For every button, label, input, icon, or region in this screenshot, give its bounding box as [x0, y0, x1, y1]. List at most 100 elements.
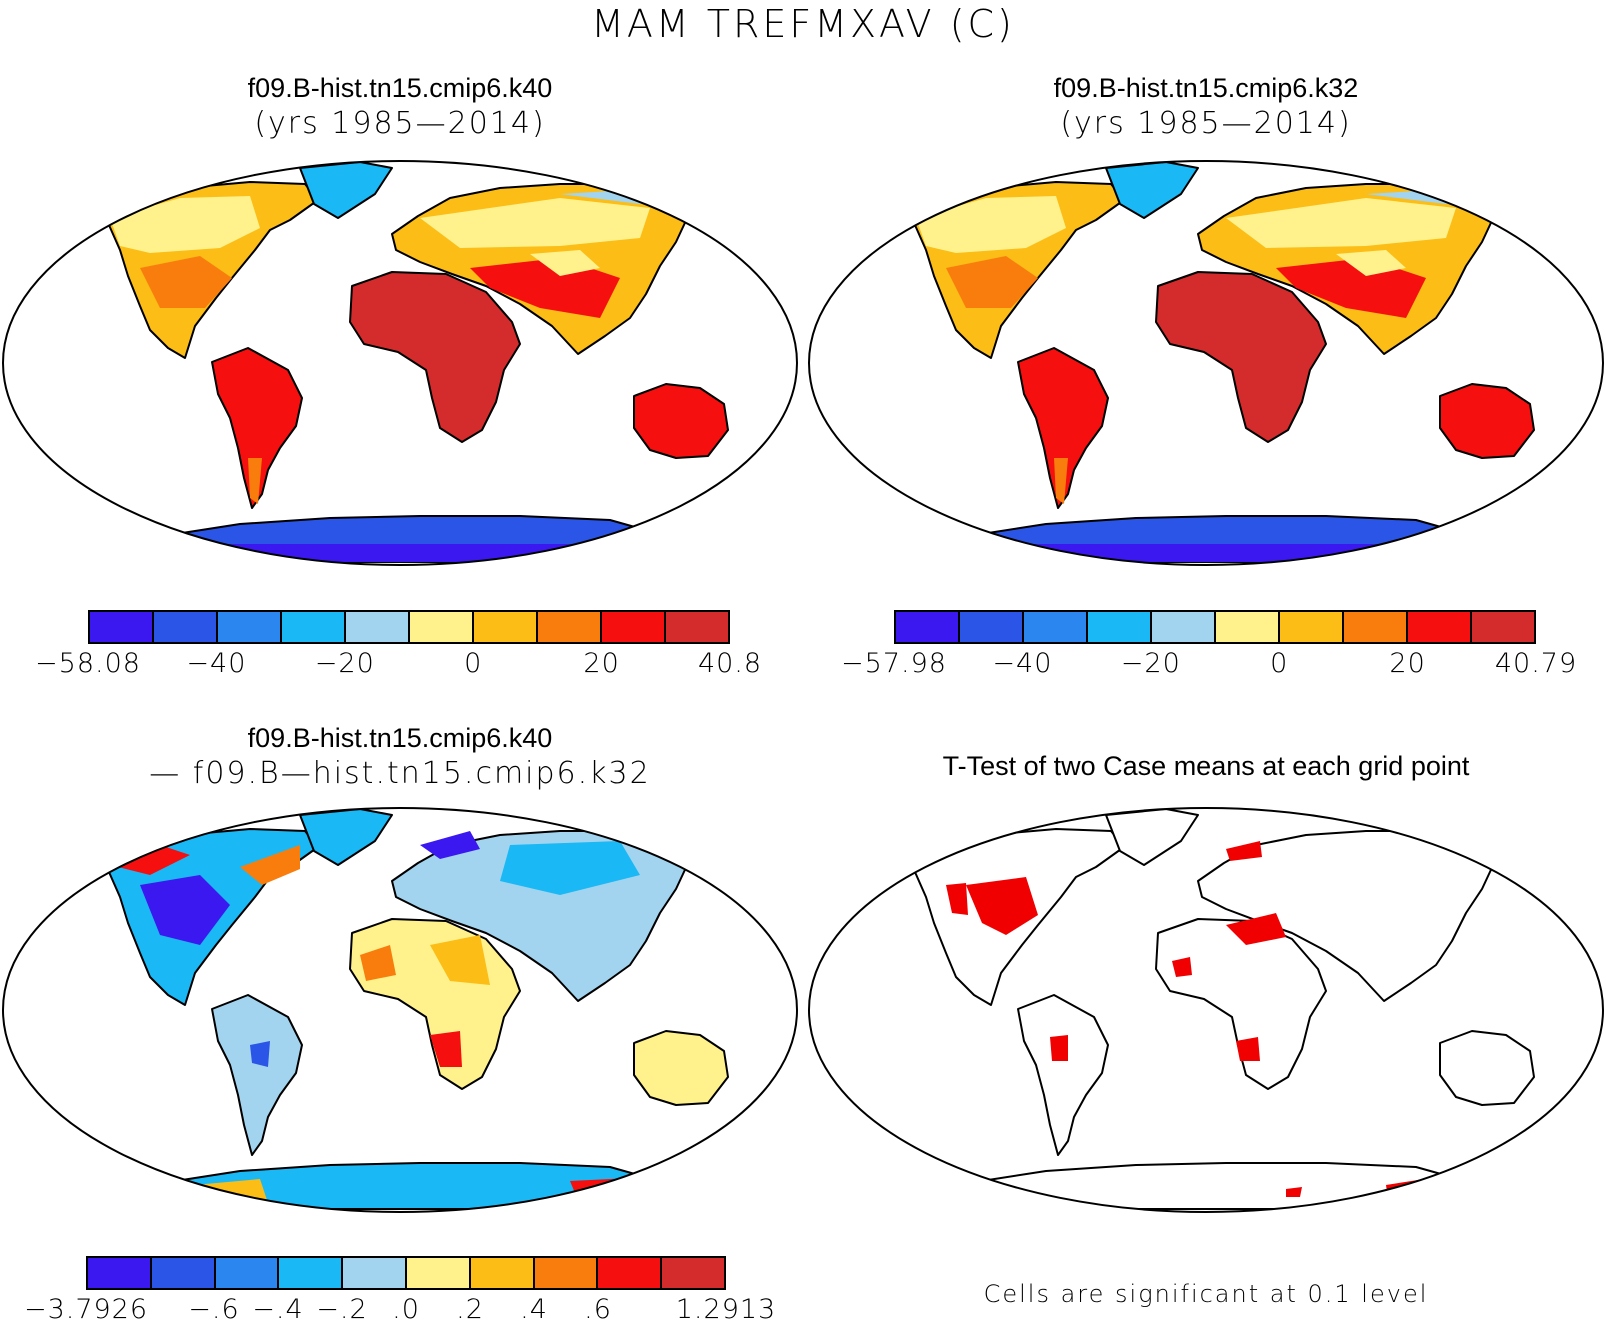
- zone-diff-siberia-cold: [500, 841, 640, 895]
- panel-top-right-title: f09.B-hist.tn15.cmip6.k32 (yrs 1985—2014…: [806, 70, 1606, 142]
- map-boundary: [2, 160, 798, 566]
- map-bottom-right: [808, 807, 1604, 1213]
- zone-north-america-cool: [110, 196, 260, 253]
- zone-diff-sahara: [430, 935, 490, 985]
- colorbar-swatch: [1088, 612, 1152, 642]
- colorbar-tick-label: −40: [992, 648, 1053, 679]
- continent-aus: [1439, 383, 1535, 459]
- zone-tibet: [530, 250, 600, 276]
- figure-title: MAM TREFMXAV (C): [591, 2, 1015, 46]
- zone-patagonia: [248, 458, 262, 504]
- zone-north-america-warm: [140, 256, 232, 308]
- colorbar-swatch: [474, 612, 538, 642]
- zone-asia-warm: [470, 258, 620, 318]
- colorbar-swatch: [88, 1258, 152, 1288]
- colorbar-tick-label: 1.2913: [675, 1294, 777, 1325]
- colorbar-swatch: [279, 1258, 344, 1288]
- colorbar-tick-label: −.4: [252, 1294, 304, 1325]
- colorbar-tick-label: .0: [392, 1294, 420, 1325]
- colorbar-bottom-left-swatches: [86, 1256, 726, 1290]
- sig-sahara: [1226, 913, 1286, 945]
- zone-north-america-cool: [916, 196, 1066, 253]
- zone-eurasia-cool: [420, 198, 650, 248]
- colorbar-top-right: −57.98 −40 −20 0 20 40.79: [841, 610, 1576, 680]
- continent-ant: [955, 1162, 1467, 1210]
- colorbar-tick-label: .4: [520, 1294, 548, 1325]
- colorbar-tick-label: .2: [456, 1294, 484, 1325]
- sig-antarctic-west: [1286, 1187, 1302, 1197]
- panel-top-left-title: f09.B-hist.tn15.cmip6.k40 (yrs 1985—2014…: [0, 70, 800, 142]
- colorbar-swatch: [346, 612, 410, 642]
- significance-note: Cells are significant at 0.1 level: [983, 1280, 1429, 1308]
- continent-afr: [1155, 271, 1327, 443]
- colorbar-swatch: [406, 1258, 471, 1288]
- zone-asia-warm: [1276, 258, 1426, 318]
- zone-patagonia: [1054, 458, 1068, 504]
- colorbar-swatch: [410, 612, 474, 642]
- panel-bottom-left-case: f09.B-hist.tn15.cmip6.k40: [247, 723, 553, 753]
- colorbar-swatch: [534, 1258, 599, 1288]
- colorbar-swatch: [151, 1258, 216, 1288]
- sig-north-america: [966, 877, 1038, 935]
- panel-bottom-right-title: T-Test of two Case means at each grid po…: [806, 748, 1606, 784]
- sig-west-coast: [946, 883, 968, 915]
- map-content: [809, 808, 1603, 1212]
- colorbar-tick-label: −3.7926: [23, 1294, 149, 1325]
- sig-south-america: [1050, 1035, 1068, 1061]
- zone-eurasia-cool: [1226, 198, 1456, 248]
- colorbar-bottom-left-labels: −3.7926 −.6 −.4 −.2 .0 .2 .4 .6 1.2913: [24, 1294, 775, 1326]
- colorbar-swatch: [960, 612, 1024, 642]
- colorbar-swatch: [598, 1258, 663, 1288]
- colorbar-swatch: [896, 612, 960, 642]
- panel-top-left-case: f09.B-hist.tn15.cmip6.k40: [247, 73, 553, 103]
- zone-diff-scandinavia-cold: [420, 831, 480, 859]
- continent-aus: [1439, 1030, 1535, 1106]
- sig-south-africa: [1236, 1037, 1260, 1061]
- colorbar-tick-label: −57.98: [841, 648, 947, 679]
- colorbar-top-right-labels: −57.98 −40 −20 0 20 40.79: [841, 648, 1576, 680]
- colorbar-swatch: [602, 612, 666, 642]
- colorbar-tick-label: −.2: [316, 1294, 368, 1325]
- colorbar-top-left-swatches: [88, 610, 730, 644]
- colorbar-tick-label: .6: [584, 1294, 612, 1325]
- colorbar-swatch: [1408, 612, 1472, 642]
- panel-bottom-right-ttest: T-Test of two Case means at each grid po…: [942, 751, 1470, 781]
- map-boundary: [808, 807, 1604, 1213]
- panel-bottom-left-diff: — f09.B—hist.tn15.cmip6.k32: [149, 756, 651, 791]
- map-content: [3, 161, 797, 565]
- zone-north-america-warm: [946, 256, 1038, 308]
- continent-aus: [633, 383, 729, 459]
- colorbar-swatch: [1024, 612, 1088, 642]
- colorbar-tick-label: −.6: [188, 1294, 240, 1325]
- colorbar-tick-label: 40.8: [697, 648, 763, 679]
- colorbar-top-left-labels: −58.08 −40 −20 0 20 40.8: [35, 648, 761, 680]
- colorbar-swatch: [154, 612, 218, 642]
- colorbar-tick-label: 40.79: [1494, 648, 1578, 679]
- continent-sa: [1017, 347, 1109, 509]
- panel-bottom-left-title: f09.B-hist.tn15.cmip6.k40 — f09.B—hist.t…: [0, 720, 800, 792]
- continent-ant: [149, 1162, 661, 1210]
- map-bottom-left: [2, 807, 798, 1213]
- colorbar-tick-label: 20: [583, 648, 620, 679]
- colorbar-swatch: [1216, 612, 1280, 642]
- colorbar-swatch: [1280, 612, 1344, 642]
- colorbar-tick-label: 0: [464, 648, 483, 679]
- colorbar-bottom-left: −3.7926 −.6 −.4 −.2 .0 .2 .4 .6 1.2913: [24, 1256, 775, 1326]
- colorbar-swatch: [215, 1258, 280, 1288]
- continent-sa: [211, 994, 303, 1156]
- colorbar-swatch: [1152, 612, 1216, 642]
- map-content: [3, 808, 797, 1212]
- colorbar-swatch: [662, 1258, 724, 1288]
- zone-diff-north-america-cold: [140, 875, 230, 945]
- colorbar-swatch: [1344, 612, 1408, 642]
- colorbar-tick-label: −20: [314, 648, 375, 679]
- sig-west-africa: [1172, 957, 1192, 977]
- zone-tibet: [1336, 250, 1406, 276]
- panel-top-left-years: (yrs 1985—2014): [254, 106, 546, 141]
- colorbar-swatch: [343, 1258, 407, 1288]
- zone-diff-south-america-cold: [250, 1041, 270, 1067]
- map-top-right: [808, 160, 1604, 566]
- panel-top-right-case: f09.B-hist.tn15.cmip6.k32: [1053, 73, 1359, 103]
- continent-sa: [1017, 994, 1109, 1156]
- colorbar-swatch: [470, 1258, 535, 1288]
